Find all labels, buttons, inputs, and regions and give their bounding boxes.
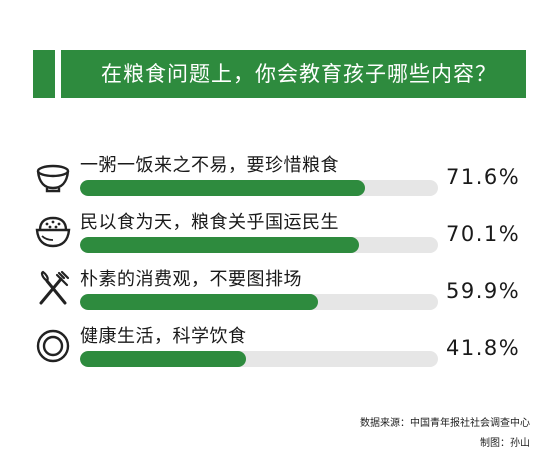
bar-track <box>80 294 438 310</box>
title-accent <box>33 50 55 98</box>
bar-track <box>80 180 438 196</box>
title-bar: 在粮食问题上，你会教育孩子哪些内容？ <box>33 50 526 98</box>
fork-knife-icon <box>33 269 73 309</box>
plate-icon <box>33 326 73 366</box>
bar-track <box>80 237 438 253</box>
category-label: 民以食为天，粮食关乎国运民生 <box>80 212 339 233</box>
bar-row: 一粥一饭来之不易，要珍惜粮食 71.6% <box>0 153 550 209</box>
value-label: 70.1% <box>446 222 521 246</box>
bar-row: 朴素的消费观，不要图排场 59.9% <box>0 267 550 323</box>
chart-credit: 制图：孙山 <box>480 438 530 449</box>
value-label: 71.6% <box>446 165 521 189</box>
data-source: 数据来源：中国青年报社社会调查中心 <box>360 418 530 429</box>
value-label: 59.9% <box>446 279 521 303</box>
category-label: 一粥一饭来之不易，要珍惜粮食 <box>80 155 339 176</box>
bar <box>80 351 246 367</box>
rice-bowl-icon <box>33 155 73 195</box>
bar-row: 民以食为天，粮食关乎国运民生 70.1% <box>0 210 550 266</box>
bar <box>80 237 359 253</box>
category-label: 朴素的消费观，不要图排场 <box>80 269 302 290</box>
value-label: 41.8% <box>446 336 521 360</box>
bar <box>80 180 365 196</box>
title-background: 在粮食问题上，你会教育孩子哪些内容？ <box>61 50 526 98</box>
chart-title: 在粮食问题上，你会教育孩子哪些内容？ <box>101 62 497 86</box>
bar-row: 健康生活，科学饮食 41.8% <box>0 324 550 380</box>
bar <box>80 294 318 310</box>
rice-pot-icon <box>33 212 73 252</box>
bar-track <box>80 351 438 367</box>
category-label: 健康生活，科学饮食 <box>80 326 247 347</box>
